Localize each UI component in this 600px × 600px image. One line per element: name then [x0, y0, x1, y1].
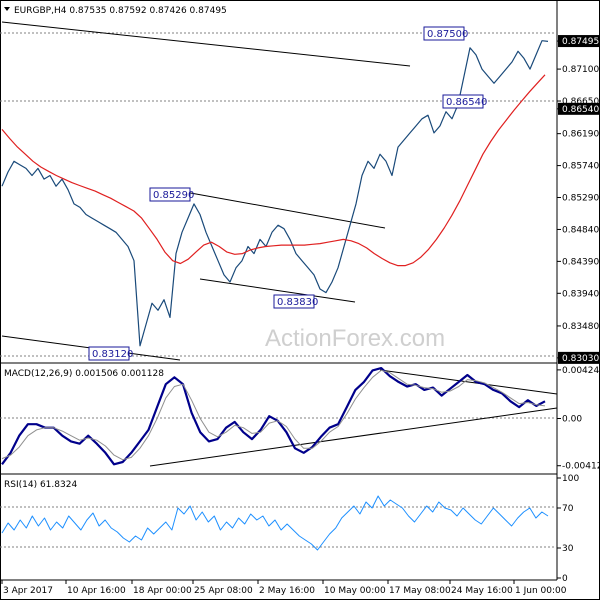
- x-tick-label: 2 May 16:00: [259, 586, 315, 596]
- y-tick-label: 0.87495: [562, 37, 599, 47]
- ma-series-line: [1, 74, 546, 267]
- y-tick-label: 0.83480: [562, 322, 599, 332]
- y-tick-highlight: [558, 102, 599, 115]
- y-tick-label: 0.83940: [562, 289, 599, 299]
- rsi-title: RSI(14) 61.8324: [4, 480, 77, 490]
- svg-text:0.83120: 0.83120: [92, 349, 133, 360]
- annotation-0.86540: 0.86540: [442, 94, 487, 109]
- svg-text:0.87500: 0.87500: [427, 29, 468, 40]
- trendline-wedge-bottom: [199, 278, 356, 303]
- x-tick-label: 17 May 08:00: [389, 586, 451, 596]
- dropdown-triangle-icon[interactable]: [4, 7, 10, 11]
- y-tick-highlight: [558, 351, 599, 364]
- svg-text:0.86540: 0.86540: [446, 97, 487, 108]
- y-tick-label: 0.84840: [562, 225, 599, 235]
- y-tick-label: 0.85290: [562, 194, 599, 204]
- annotation-0.85290: 0.85290: [149, 187, 194, 202]
- trendline-wedge-top: [184, 191, 386, 229]
- macd-trendline-resistance: [379, 369, 558, 395]
- y-tick-label: 0.87100: [562, 65, 599, 75]
- rsi-series-line: [1, 495, 549, 551]
- x-tick-label: 3 Apr 2017: [3, 586, 53, 596]
- annotation-0.83120: 0.83120: [88, 346, 133, 361]
- macd-series-line: [1, 367, 546, 466]
- y-tick-label: 0.00: [562, 415, 582, 425]
- annotation-0.83830: 0.83830: [273, 294, 318, 309]
- svg-text:0.85290: 0.85290: [153, 190, 194, 201]
- trendline-upper-channel: [1, 21, 411, 67]
- macd-signal-line: [1, 369, 546, 461]
- y-tick-label: 100: [562, 474, 579, 484]
- y-tick-label: -0.004126: [562, 462, 600, 472]
- x-tick-label: 18 Apr 00:00: [133, 586, 192, 596]
- y-tick-label: 0.86190: [562, 130, 599, 140]
- x-tick-label: 1 Jun 00:00: [515, 586, 567, 596]
- y-tick-label: 0.86650: [562, 97, 599, 107]
- x-tick-label: 10 May 00:00: [324, 586, 386, 596]
- x-tick-label: 10 Apr 16:00: [67, 586, 126, 596]
- y-tick-label: 0.83030: [562, 354, 599, 364]
- y-tick-label: 0: [562, 574, 568, 584]
- y-tick-label: 30: [562, 544, 574, 554]
- y-tick-highlight: [558, 35, 599, 48]
- y-tick-label: 0.004248: [562, 366, 600, 376]
- header-symbol-line: EURGBP,H4 0.87535 0.87592 0.87426 0.8749…: [14, 6, 227, 16]
- x-tick-label: 24 May 16:00: [451, 586, 513, 596]
- annotation-0.87500: 0.87500: [423, 26, 468, 41]
- svg-text:0.83830: 0.83830: [277, 297, 318, 308]
- y-tick-label: 0.85740: [562, 162, 599, 172]
- x-tick-label: 25 Apr 08:00: [194, 586, 253, 596]
- y-tick-label: 0.86540: [562, 105, 599, 115]
- y-tick-label: 70: [562, 504, 574, 514]
- macd-title: MACD(12,26,9) 0.001506 0.001128: [4, 369, 164, 379]
- macd-trendline-support: [149, 407, 558, 467]
- y-tick-label: 0.84390: [562, 257, 599, 267]
- watermark: ActionForex.com: [265, 325, 445, 352]
